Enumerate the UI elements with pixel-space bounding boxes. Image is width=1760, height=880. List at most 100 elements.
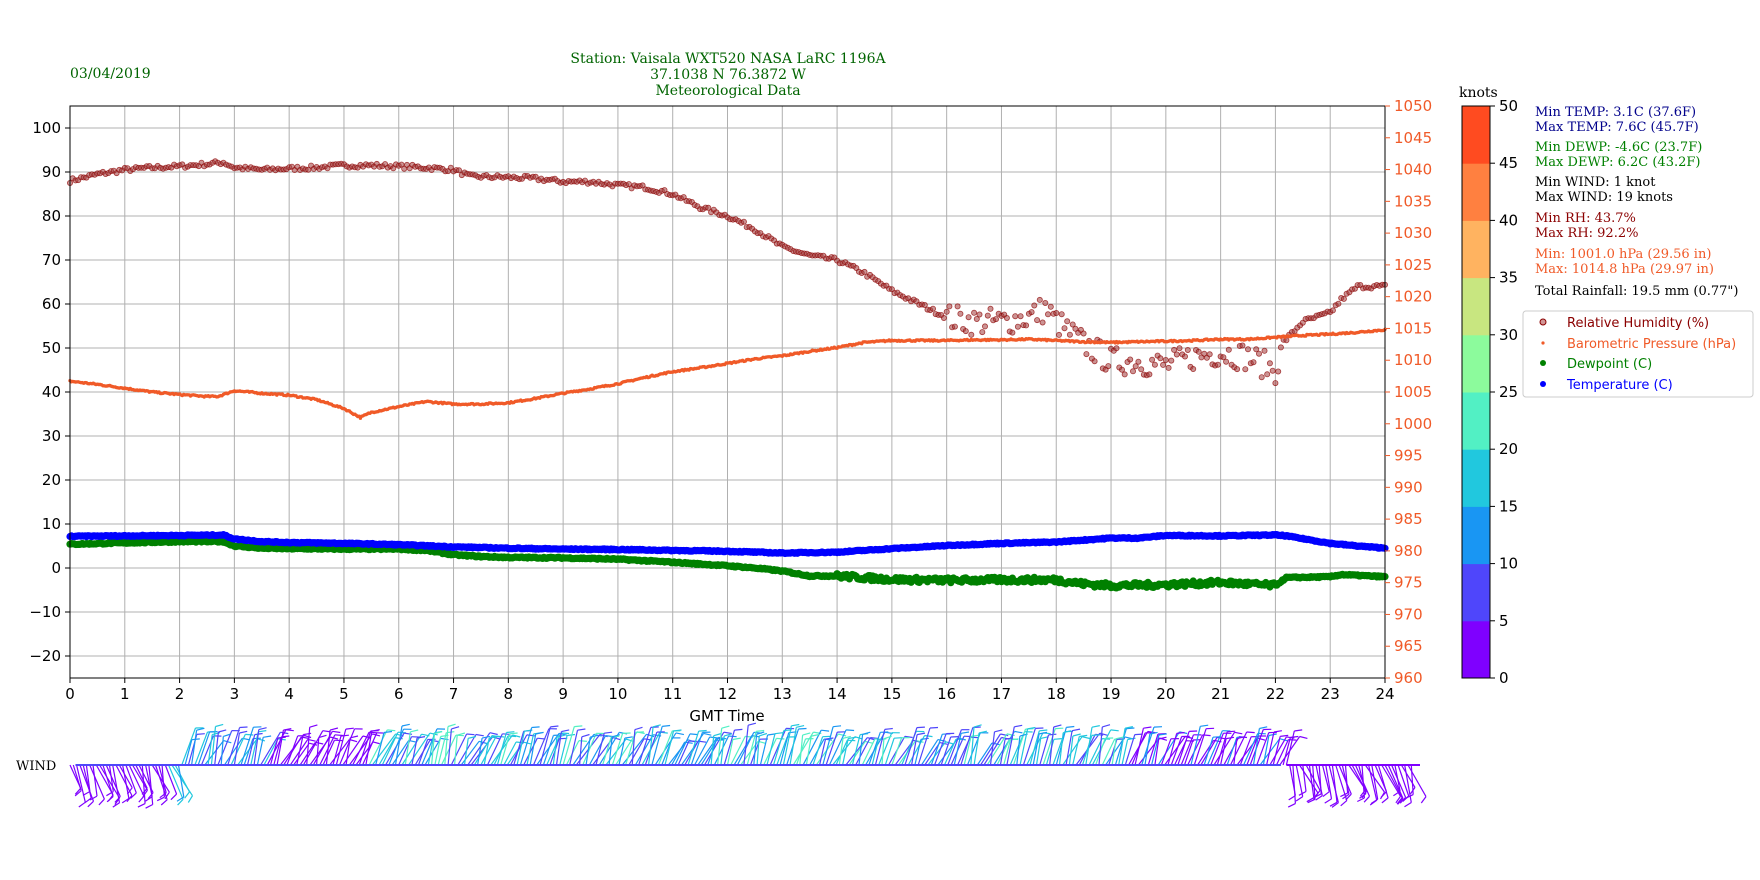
point-rh <box>930 305 937 312</box>
wind-barb <box>618 737 626 766</box>
right-axis: 1050 1045 1040 1035 1030 1025 1020 1015 1010 1005… <box>1385 97 1432 687</box>
wind-barb <box>920 739 939 766</box>
wind-barb <box>1220 738 1227 766</box>
wind-barb-flag <box>1091 725 1100 728</box>
colorbar-band <box>1462 277 1490 336</box>
point-rh <box>740 218 747 225</box>
wind-barb <box>1262 735 1270 766</box>
wind-barb-flag <box>1287 803 1296 808</box>
point-rh <box>940 314 947 321</box>
wind-barb <box>417 739 429 766</box>
wind-barb <box>1302 764 1307 792</box>
wind-barb-flag <box>590 734 599 738</box>
wind-barb-flag <box>756 731 765 735</box>
wind-barb-flag <box>106 791 114 797</box>
wind-barb-flag <box>937 739 946 742</box>
y-left-tick-label: 20 <box>42 471 61 489</box>
wind-barb <box>358 730 372 766</box>
point-rh <box>1061 325 1068 332</box>
x-tick-label: 7 <box>449 685 459 703</box>
point-rh <box>1335 300 1342 307</box>
point-rh <box>1135 358 1142 365</box>
wind-barb-flag <box>1038 731 1048 735</box>
wind-barb <box>440 734 457 766</box>
wind-barb-flag <box>561 732 570 735</box>
wind-barb <box>539 726 551 766</box>
wind-barb <box>217 730 233 766</box>
wind-barb <box>381 731 399 766</box>
point-rh <box>1261 347 1268 354</box>
wind-barb <box>835 739 848 766</box>
colorbar-title: knots <box>1459 85 1498 101</box>
wind-barb-flag <box>1288 795 1296 801</box>
wind-barb <box>1114 728 1127 766</box>
wind-barb <box>1022 728 1036 766</box>
wind-barb <box>394 725 403 766</box>
wind-barb <box>526 733 535 766</box>
x-tick-label: 12 <box>718 685 737 703</box>
wind-barb-flag <box>625 738 634 742</box>
wind-barb <box>1032 733 1040 766</box>
wind-barb-flag <box>561 729 570 733</box>
wind-barb <box>976 742 993 766</box>
legend-marker-pressure <box>1541 341 1545 345</box>
wind-barb-flag <box>703 732 712 736</box>
wind-barb <box>72 764 82 791</box>
point-rh <box>1056 331 1063 338</box>
wind-barb-flag <box>1313 793 1322 798</box>
point-rh <box>1036 296 1043 303</box>
wind-barb <box>947 729 962 766</box>
x-tick-label: 16 <box>937 685 956 703</box>
wind-barb <box>730 736 746 766</box>
wind-barb <box>1121 739 1129 766</box>
stat-rainfall: Total Rainfall: 19.5 mm (0.77") <box>1535 284 1738 299</box>
wind-barb <box>1124 734 1136 766</box>
wind-barb <box>799 735 804 766</box>
wind-barb-flag <box>1110 729 1119 732</box>
wind-barb <box>332 735 342 766</box>
wind-barb-flag <box>218 729 227 733</box>
x-tick-label: 6 <box>394 685 404 703</box>
wind-barb <box>486 733 503 766</box>
legend-marker-dewpoint <box>1540 360 1546 366</box>
stat-min-wind: Min WIND: 1 knot <box>1535 175 1656 190</box>
wind-barb-flag <box>865 740 874 744</box>
stat-max-rh: Max RH: 92.2% <box>1535 226 1638 241</box>
wind-barb <box>141 764 146 804</box>
colorbar-band <box>1462 334 1490 393</box>
wind-barb <box>1285 730 1295 766</box>
wind-barb-flag <box>340 734 349 737</box>
wind-barb-flag <box>1279 738 1288 742</box>
wind-barb-flag <box>870 737 879 740</box>
wind-barb-flag <box>1147 730 1156 734</box>
point-rh <box>1275 368 1282 375</box>
wind-barb <box>1118 728 1126 766</box>
wind-barb <box>602 736 612 766</box>
point-rh <box>1253 346 1260 353</box>
wind-barb <box>1180 734 1195 766</box>
stat-max-temp: Max TEMP: 7.6C (45.7F) <box>1535 120 1699 135</box>
wind-barb-flag <box>791 723 800 727</box>
point-rh <box>921 301 928 308</box>
wind-barb-flag <box>1014 724 1023 728</box>
wind-barb <box>552 737 558 766</box>
colorbar-band <box>1462 106 1490 164</box>
wind-barb-flag <box>1014 730 1023 734</box>
point-rh <box>979 329 986 336</box>
wind-barb <box>260 731 281 766</box>
wind-barb <box>154 764 168 800</box>
wind-barb-flag <box>371 729 380 732</box>
wind-barb <box>1206 730 1223 766</box>
wind-barb <box>1151 734 1160 766</box>
wind-barb <box>368 729 388 766</box>
y-left-tick-label: 50 <box>42 339 61 357</box>
wind-barb <box>943 738 957 766</box>
wind-barb-flag <box>84 797 92 804</box>
stat-min-dewp: Min DEWP: -4.6C (23.7F) <box>1535 140 1702 155</box>
wind-barb-flag <box>106 796 114 803</box>
wind-barb <box>263 738 279 766</box>
wind-barb <box>151 764 170 793</box>
colorbar-tick-label: 25 <box>1499 383 1518 401</box>
wind-barb <box>776 736 788 766</box>
